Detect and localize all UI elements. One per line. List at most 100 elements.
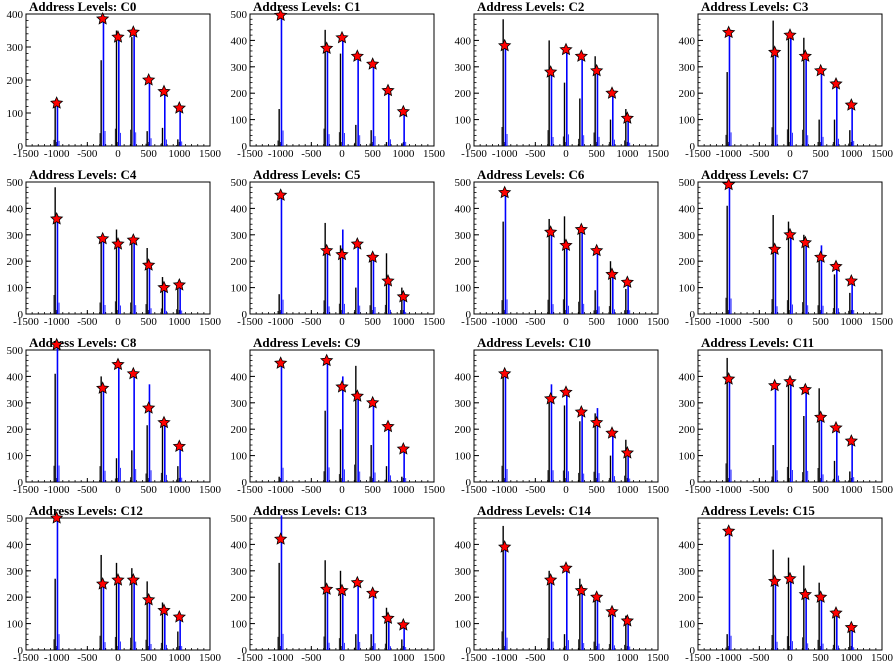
y-tick-label: 500: [7, 345, 24, 357]
y-tick-label: 300: [455, 566, 472, 578]
x-tick-label: 1500: [423, 484, 446, 496]
peak-marker: [381, 419, 395, 433]
peak-marker: [126, 366, 140, 380]
y-tick-label: 400: [455, 539, 472, 551]
y-tick-label: 500: [7, 513, 24, 525]
peak-marker: [96, 381, 110, 394]
peak-marker: [783, 571, 797, 585]
y-tick-label: 400: [679, 539, 696, 551]
y-tick-label: 0: [242, 645, 248, 657]
y-tick-label: 300: [455, 62, 472, 74]
peak-marker: [335, 30, 349, 44]
y-tick-label: 400: [7, 9, 24, 21]
y-tick-label: 0: [242, 477, 248, 489]
peak-marker: [768, 45, 782, 58]
x-tick-label: -1000: [716, 316, 742, 328]
peak-marker: [381, 83, 395, 97]
peak-marker: [366, 395, 380, 409]
y-tick-label: 200: [231, 592, 248, 604]
chart-svg: Address Levels: C9 0 100 200 300 400 -1500 -100…: [231, 335, 446, 496]
peak-marker: [590, 63, 604, 77]
peak-marker: [620, 111, 634, 124]
y-tick-label: 300: [231, 566, 248, 578]
chart-panel: Address Levels: C5 0 100 200 300 400 500 -1500-…: [224, 167, 448, 336]
x-tick-label: 1000: [840, 484, 863, 496]
y-tick-label: 200: [7, 256, 24, 268]
y-tick-label: 300: [7, 566, 24, 578]
y-tick-label: 200: [679, 424, 696, 436]
x-tick-label: 0: [339, 652, 345, 664]
peak-marker: [274, 188, 288, 201]
y-tick-label: 0: [466, 645, 472, 657]
y-tick-label: 400: [455, 371, 472, 383]
x-tick-label: 0: [339, 148, 345, 160]
peak-marker: [829, 420, 843, 434]
x-tick-label: 1500: [423, 652, 446, 664]
x-tick-label: 1000: [840, 652, 863, 664]
x-tick-label: 1500: [871, 652, 894, 664]
x-tick-label: 500: [588, 652, 605, 664]
x-tick-label: -1000: [716, 484, 742, 496]
x-tick-label: -1000: [268, 316, 294, 328]
peak-marker: [814, 410, 828, 423]
x-tick-label: -1000: [268, 484, 294, 496]
y-tick-label: 400: [231, 203, 248, 215]
y-tick-label: 400: [455, 203, 472, 215]
peak-marker: [350, 575, 364, 589]
chart-svg: Address Levels: C70100200300400500-1500-…: [679, 167, 894, 328]
x-tick-label: 1000: [840, 148, 863, 160]
x-tick-label: 500: [364, 652, 381, 664]
y-tick-label: 200: [7, 75, 24, 87]
peak-marker: [798, 235, 812, 249]
y-tick-label: 0: [18, 309, 24, 321]
chart-svg: Address Levels: C2 0 100 200 300 400 -1500 -100…: [455, 0, 670, 160]
peak-marker: [590, 590, 604, 603]
y-tick-label: 100: [7, 283, 24, 295]
y-tick-label: 100: [455, 283, 472, 295]
chart-title: Address Levels: C8: [29, 335, 137, 350]
y-tick-label: 100: [231, 451, 248, 463]
x-tick-label: -1000: [716, 148, 742, 160]
chart-panel: Address Levels: C3 0 100 200 300 400 -1500 -100…: [672, 0, 896, 168]
peak-marker: [335, 247, 349, 261]
x-tick-label: -1500: [237, 652, 263, 664]
peak-marker: [50, 337, 64, 351]
peak-marker: [142, 258, 156, 271]
x-tick-label: -1000: [492, 484, 518, 496]
peak-marker: [172, 277, 186, 291]
peak-marker: [96, 231, 110, 245]
chart-title: Address Levels: C11: [701, 335, 814, 350]
y-tick-label: 400: [231, 539, 248, 551]
y-tick-label: 200: [231, 424, 248, 436]
x-tick-label: -1500: [461, 484, 487, 496]
x-tick-label: 500: [588, 316, 605, 328]
peak-marker: [783, 28, 797, 41]
x-tick-label: 1000: [616, 652, 639, 664]
peak-marker: [498, 38, 512, 52]
peak-marker: [126, 233, 140, 246]
peak-marker: [396, 617, 410, 631]
y-tick-label: 200: [231, 88, 248, 100]
peak-marker: [157, 415, 171, 429]
chart-title: Address Levels: C14: [477, 503, 591, 518]
peak-marker: [574, 222, 588, 236]
x-tick-label: -500: [77, 652, 98, 664]
x-tick-label: -500: [77, 316, 98, 328]
peak-marker: [768, 242, 782, 255]
x-tick-label: 0: [563, 148, 569, 160]
x-tick-label: 1000: [168, 148, 191, 160]
x-tick-label: 500: [364, 484, 381, 496]
peak-marker: [574, 405, 588, 418]
chart-panel: Address Levels: C12 0 100 200 300 400 500 -1500…: [0, 503, 224, 672]
chart-svg: Address Levels: C40100200300400500-1500-…: [7, 167, 222, 328]
x-tick-label: -500: [749, 652, 770, 664]
peak-marker: [620, 613, 634, 627]
x-tick-label: 1500: [647, 148, 670, 160]
peak-marker: [590, 243, 604, 257]
chart-svg: Address Levels: C15 0 100 200 300 400 -1500 -10…: [679, 503, 894, 664]
y-tick-label: 400: [231, 35, 248, 47]
y-tick-label: 200: [455, 592, 472, 604]
chart-svg: Address Levels: C12 0 100 200 300 400 500 -1500…: [7, 503, 222, 664]
x-tick-label: 1000: [840, 316, 863, 328]
peak-marker: [722, 25, 736, 39]
